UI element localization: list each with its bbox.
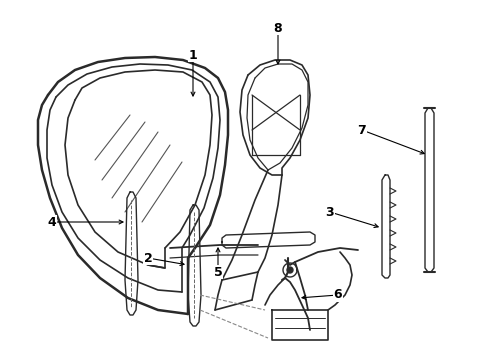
Text: 7: 7 [358,123,367,136]
Text: 4: 4 [48,216,56,229]
Text: 3: 3 [326,206,334,219]
Text: 1: 1 [189,49,197,62]
Text: 8: 8 [274,22,282,35]
Text: 2: 2 [144,252,152,265]
Text: 6: 6 [334,288,343,302]
Polygon shape [287,267,293,273]
Text: 5: 5 [214,266,222,279]
